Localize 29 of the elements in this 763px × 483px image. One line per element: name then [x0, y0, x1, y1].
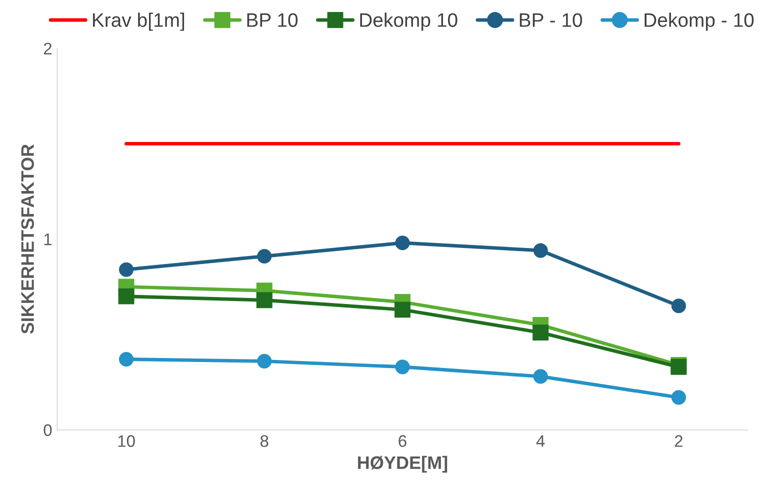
- point: [671, 298, 686, 314]
- legend-label: BP 10: [247, 13, 298, 27]
- point: [118, 288, 134, 304]
- x-tick-label: 4: [536, 435, 545, 447]
- point: [395, 360, 410, 374]
- point: [395, 236, 410, 250]
- legend-label: BP - 10: [520, 13, 582, 27]
- x-tick-label: 2: [674, 435, 682, 447]
- point: [532, 324, 549, 341]
- point: [394, 302, 410, 318]
- x-tick-label: 6: [398, 435, 406, 447]
- y-tick-label: 1: [44, 234, 52, 246]
- point: [533, 243, 548, 258]
- x-axis-title: HØYDE[M]: [358, 456, 448, 473]
- x-tick-label: 8: [260, 435, 268, 447]
- point: [257, 354, 272, 368]
- point: [257, 248, 272, 264]
- point: [533, 369, 548, 384]
- point: [671, 390, 686, 405]
- y-tick-label: 0: [44, 424, 52, 436]
- point: [118, 262, 134, 277]
- legend-label: Dekomp - 10: [644, 12, 754, 31]
- legend-label: Krav b[1m]: [93, 12, 184, 31]
- x-tick-label: 10: [118, 435, 135, 447]
- point: [256, 292, 272, 308]
- y-tick-label: 2: [44, 42, 52, 54]
- y-axis-title: SIKKERHETSFAKTOR: [21, 144, 34, 334]
- legend-label: Dekomp 10: [360, 12, 458, 31]
- point: [118, 352, 134, 367]
